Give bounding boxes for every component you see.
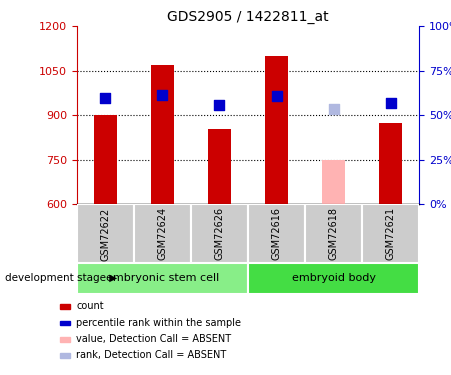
Text: percentile rank within the sample: percentile rank within the sample	[76, 318, 241, 327]
Bar	[134, 204, 191, 262]
Point	[330, 106, 337, 112]
Bar	[322, 160, 345, 204]
Text: GSM72624: GSM72624	[157, 207, 167, 260]
Bar	[248, 204, 305, 262]
Bar	[362, 204, 419, 262]
Bar	[305, 204, 362, 262]
Point	[216, 102, 223, 108]
Bar	[94, 116, 117, 204]
Bar	[60, 321, 70, 325]
Point	[387, 100, 395, 106]
Title: GDS2905 / 1422811_at: GDS2905 / 1422811_at	[167, 10, 329, 24]
Point	[101, 94, 109, 100]
Text: embryonic stem cell: embryonic stem cell	[106, 273, 219, 284]
Point	[273, 93, 280, 99]
Bar	[60, 304, 70, 309]
Text: GSM72616: GSM72616	[272, 207, 281, 260]
Bar	[60, 353, 70, 358]
Text: value, Detection Call = ABSENT: value, Detection Call = ABSENT	[76, 334, 231, 344]
Text: embryoid body: embryoid body	[292, 273, 376, 284]
Bar	[77, 262, 248, 294]
Text: count: count	[76, 302, 104, 311]
Bar	[379, 123, 402, 204]
Text: GSM72626: GSM72626	[215, 207, 225, 260]
Point	[159, 92, 166, 98]
Text: GSM72621: GSM72621	[386, 207, 396, 260]
Bar	[151, 65, 174, 204]
Text: rank, Detection Call = ABSENT: rank, Detection Call = ABSENT	[76, 350, 226, 360]
Text: development stage ▶: development stage ▶	[5, 273, 117, 284]
Bar	[208, 129, 231, 204]
Bar	[60, 337, 70, 342]
Text: GSM72622: GSM72622	[100, 207, 110, 261]
Text: GSM72618: GSM72618	[329, 207, 339, 260]
Bar	[248, 262, 419, 294]
Bar	[265, 56, 288, 204]
Bar	[77, 204, 134, 262]
Bar	[191, 204, 248, 262]
